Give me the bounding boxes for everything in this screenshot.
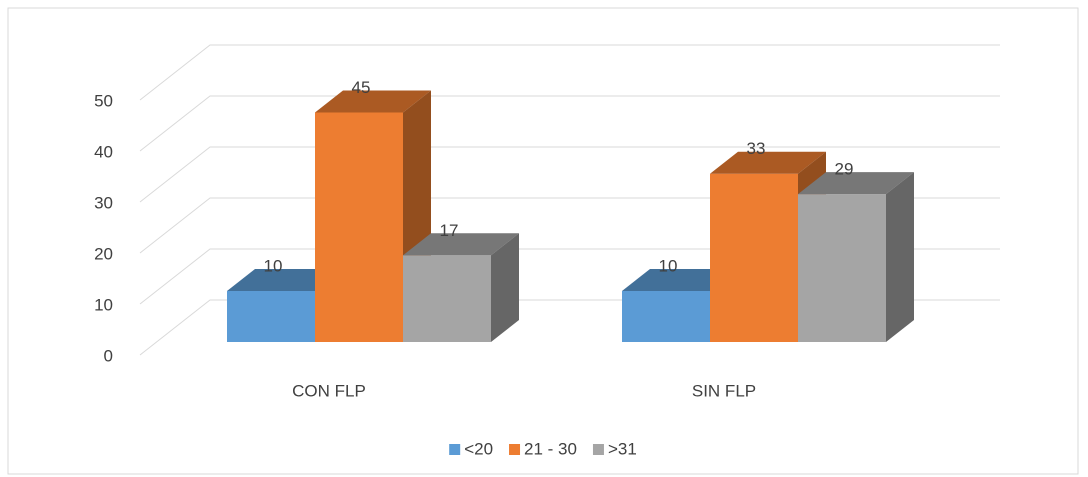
legend-label: 21 - 30 bbox=[524, 439, 577, 458]
bar-top bbox=[315, 90, 431, 113]
y-tick-label: 10 bbox=[94, 295, 113, 314]
y-tick-label: 20 bbox=[94, 244, 113, 263]
bar bbox=[798, 172, 914, 342]
y-tick-label: 30 bbox=[94, 193, 113, 212]
y-tick-label: 50 bbox=[94, 91, 113, 110]
data-label: 10 bbox=[659, 256, 678, 275]
bar-side bbox=[886, 172, 914, 342]
legend-swatch bbox=[509, 444, 521, 455]
x-tick-label: SIN FLP bbox=[692, 381, 756, 400]
data-label: 29 bbox=[835, 160, 854, 179]
grid-line bbox=[139, 146, 1000, 203]
bar-top bbox=[622, 269, 738, 291]
legend-label: >31 bbox=[608, 439, 637, 458]
bar bbox=[403, 233, 519, 342]
y-tick-label: 0 bbox=[104, 346, 113, 365]
y-tick-label: 40 bbox=[94, 142, 113, 161]
legend-label: <20 bbox=[464, 439, 493, 458]
legend: <20 21 - 30 >31 bbox=[449, 439, 637, 458]
legend-swatch bbox=[592, 444, 604, 455]
grid-line bbox=[139, 44, 1000, 101]
bar-top bbox=[227, 269, 343, 291]
data-label: 17 bbox=[440, 221, 459, 240]
legend-swatch bbox=[449, 444, 461, 455]
bar-top bbox=[710, 151, 826, 174]
bar-front bbox=[403, 255, 491, 342]
bar-top bbox=[798, 172, 914, 195]
bar-front bbox=[227, 291, 315, 342]
bar-front bbox=[622, 291, 710, 342]
bar-front bbox=[798, 194, 886, 342]
bar-side bbox=[491, 233, 519, 342]
x-tick-label: CON FLP bbox=[292, 381, 366, 400]
bar-front bbox=[710, 173, 798, 342]
bar-top bbox=[403, 233, 519, 256]
data-label: 45 bbox=[352, 78, 371, 97]
data-label: 10 bbox=[264, 256, 283, 275]
data-label: 33 bbox=[747, 139, 766, 158]
grid-line bbox=[139, 95, 1000, 152]
bar-front bbox=[315, 112, 403, 342]
